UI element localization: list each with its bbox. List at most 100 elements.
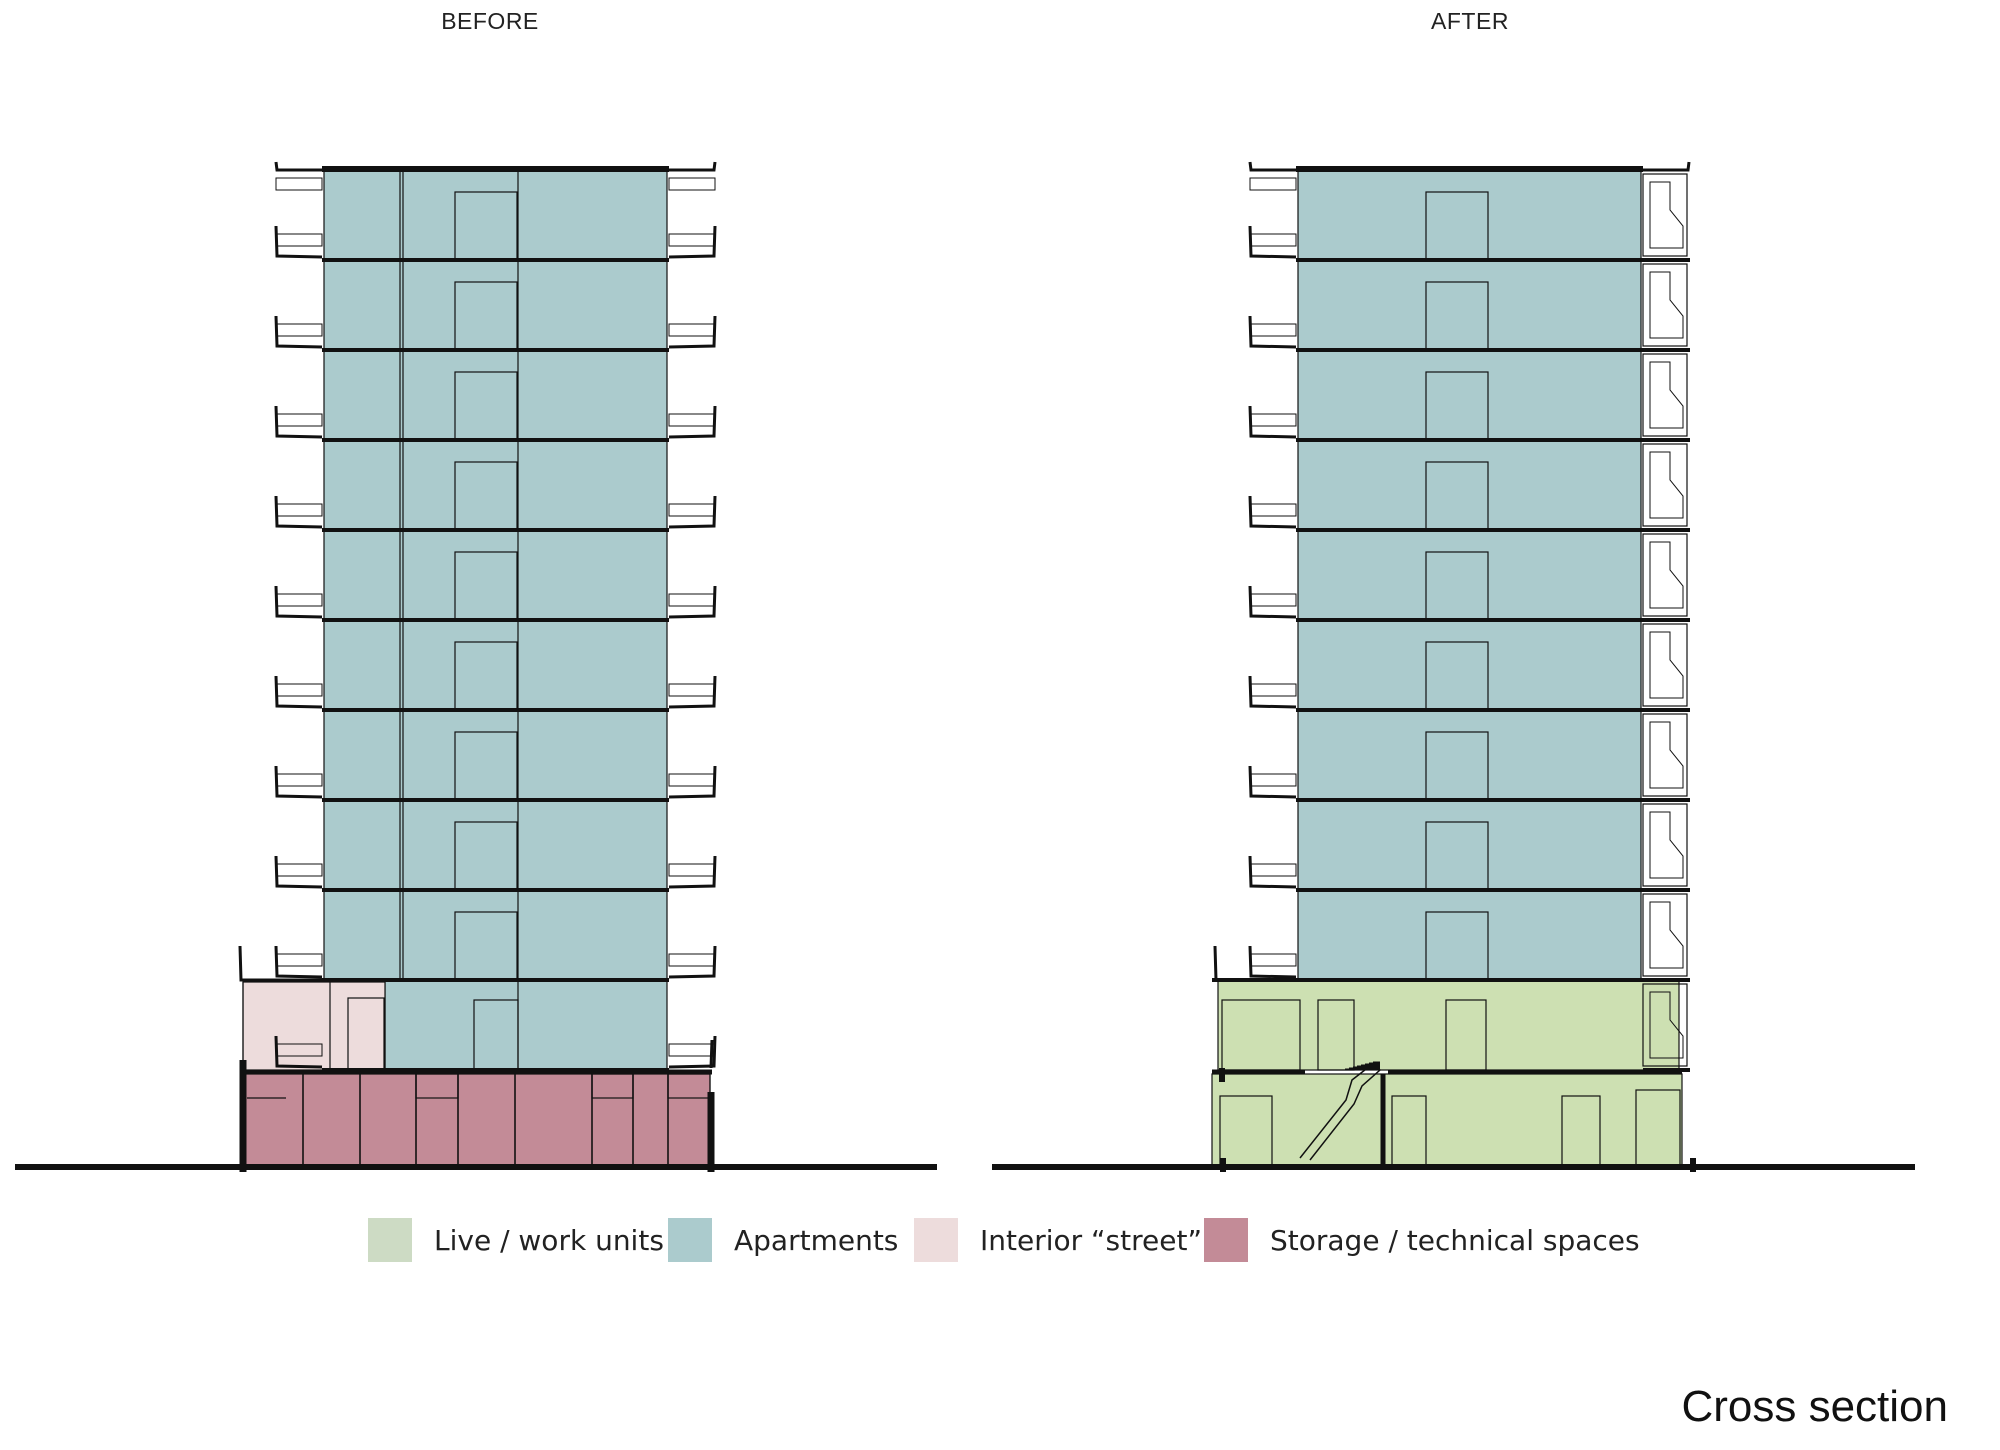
balcony-railing <box>275 177 323 191</box>
balcony-right <box>668 585 717 619</box>
balcony-railing <box>275 683 323 697</box>
winter-garden-frame <box>1649 271 1684 339</box>
before-building-section <box>15 161 937 1172</box>
balcony-left <box>274 765 323 799</box>
winter-garden-frame <box>1649 901 1684 969</box>
balcony-railing <box>668 413 716 427</box>
legend: Live / work units Apartments Interior “s… <box>0 1218 2000 1268</box>
balcony-left <box>274 585 323 619</box>
balcony-left <box>1248 675 1297 709</box>
legend-item-interior-street: Interior “street” <box>914 1218 1202 1262</box>
balcony-right <box>669 161 717 172</box>
apartment-unit <box>323 259 668 351</box>
winter-garden-frame <box>1649 361 1684 429</box>
legend-swatch-live-work <box>368 1218 412 1262</box>
apartment-unit <box>1297 349 1642 441</box>
apartment-unit <box>323 709 668 801</box>
live-work-unit <box>1211 1073 1683 1168</box>
balcony-railing <box>1249 413 1297 427</box>
balcony-railing <box>668 503 716 517</box>
balcony-left <box>1248 945 1297 979</box>
balcony-railing <box>275 593 323 607</box>
legend-item-live-work: Live / work units <box>368 1218 664 1262</box>
apartment-unit <box>1297 529 1642 621</box>
balcony-left <box>1248 161 1296 172</box>
apartment-unit <box>323 889 668 981</box>
balcony-railing <box>1249 593 1297 607</box>
legend-swatch-interior-street <box>914 1218 958 1262</box>
legend-label-apartments: Apartments <box>734 1223 899 1257</box>
legend-label-interior-street: Interior “street” <box>980 1223 1202 1257</box>
balcony-left <box>1248 585 1297 619</box>
balcony-right <box>668 315 717 349</box>
winter-garden <box>1642 263 1688 347</box>
balcony-left <box>1248 855 1297 889</box>
winter-garden <box>1642 713 1688 797</box>
balcony-left <box>1248 495 1297 529</box>
balcony-railing <box>275 1043 323 1057</box>
balcony-railing <box>1249 773 1297 787</box>
balcony-left <box>274 945 323 979</box>
winter-garden <box>1642 983 1688 1067</box>
balcony-railing <box>275 413 323 427</box>
winter-garden <box>1642 533 1688 617</box>
apartment-unit <box>323 529 668 621</box>
diagram-caption: Cross section <box>1681 1382 1948 1431</box>
balcony-railing <box>668 773 716 787</box>
balcony-railing <box>668 863 716 877</box>
legend-swatch-apartments <box>668 1218 712 1262</box>
balcony-left <box>274 405 323 439</box>
balcony-right <box>668 225 717 259</box>
winter-garden-frame <box>1649 541 1684 609</box>
balcony-railing <box>1249 503 1297 517</box>
winter-garden-frame <box>1649 181 1684 249</box>
legend-item-apartments: Apartments <box>668 1218 898 1262</box>
winter-garden <box>1642 353 1688 437</box>
balcony-right <box>668 765 717 799</box>
balcony-left <box>1248 315 1297 349</box>
balcony-right <box>668 405 717 439</box>
balcony-railing <box>1249 683 1297 697</box>
balcony-railing <box>668 1043 716 1057</box>
apartment-unit <box>384 979 668 1071</box>
apartment-unit <box>1297 709 1642 801</box>
balcony-railing <box>1249 863 1297 877</box>
balcony-railing <box>1249 177 1297 191</box>
balcony-right <box>668 945 717 979</box>
after-building-section <box>992 161 1915 1172</box>
balcony-railing <box>275 323 323 337</box>
balcony-railing <box>668 233 716 247</box>
winter-garden-frame <box>1649 451 1684 519</box>
winter-garden <box>1642 893 1688 977</box>
storage-space <box>243 1073 711 1168</box>
legend-label-storage: Storage / technical spaces <box>1270 1223 1640 1257</box>
balcony-railing <box>275 233 323 247</box>
balcony-railing <box>668 177 716 191</box>
doorway <box>1317 999 1355 1071</box>
balcony-right <box>668 855 717 889</box>
apartment-unit <box>323 169 668 261</box>
balcony-railing <box>275 503 323 517</box>
apartment-unit <box>1297 799 1642 891</box>
balcony-left <box>274 855 323 889</box>
winter-garden <box>1642 443 1688 527</box>
apartment-unit <box>1297 619 1642 711</box>
balcony-railing <box>668 683 716 697</box>
live-work-unit <box>1217 979 1680 1071</box>
legend-item-storage: Storage / technical spaces <box>1204 1218 1640 1262</box>
balcony-right <box>668 675 717 709</box>
balcony-left <box>1248 225 1297 259</box>
apartment-unit <box>323 439 668 531</box>
balcony-right <box>1643 161 1691 172</box>
balcony-left <box>274 161 322 172</box>
cross-section-diagram <box>15 161 1915 1172</box>
balcony-left <box>274 675 323 709</box>
legend-swatch-storage <box>1204 1218 1248 1262</box>
interior-street-space <box>242 981 386 1071</box>
winter-garden-frame <box>1649 721 1684 789</box>
balcony-left <box>1248 405 1297 439</box>
apartment-unit <box>1297 169 1642 261</box>
podium-parapet <box>238 945 322 982</box>
after-panel-title: AFTER <box>1431 8 1509 34</box>
balcony-left <box>274 315 323 349</box>
